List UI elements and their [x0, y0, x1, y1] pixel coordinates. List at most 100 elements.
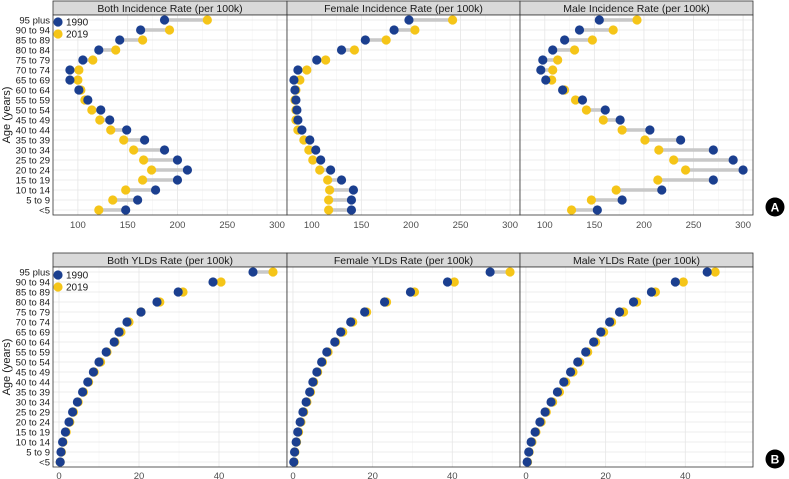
point-1990	[248, 267, 258, 277]
point-2019	[447, 15, 458, 25]
point-1990	[322, 347, 332, 357]
x-tick-label: 40	[680, 471, 691, 479]
point-2019	[164, 25, 175, 35]
x-tick-label: 150	[353, 220, 369, 231]
point-1990	[308, 377, 318, 387]
y-tick-label: 50 to 54	[16, 358, 50, 369]
point-1990	[55, 457, 65, 467]
y-tick-label: 85 to 89	[16, 288, 50, 299]
point-1990	[72, 397, 82, 407]
point-1990	[541, 75, 551, 85]
point-1990	[293, 427, 303, 437]
point-2019	[324, 195, 334, 205]
point-1990	[552, 387, 563, 397]
point-1990	[159, 15, 170, 25]
point-1990	[291, 95, 301, 105]
y-tick-label: <5	[39, 206, 50, 217]
point-1990	[105, 115, 115, 125]
point-1990	[708, 175, 718, 185]
y-axis-title: Age (years)	[1, 87, 13, 144]
x-tick-label: 200	[636, 220, 652, 231]
point-1990	[56, 447, 66, 457]
point-2019	[302, 65, 312, 75]
point-2019	[325, 185, 335, 195]
legend-label: 1990	[66, 18, 89, 29]
point-1990	[60, 427, 70, 437]
x-tick-label: 250	[219, 220, 235, 231]
point-1990	[121, 205, 131, 215]
y-tick-label: 80 to 84	[16, 298, 50, 309]
point-2019	[74, 65, 84, 75]
point-1990	[88, 367, 98, 377]
point-1990	[538, 55, 548, 65]
point-1990	[298, 407, 308, 417]
y-axis-title: Age (years)	[1, 339, 13, 396]
point-1990	[305, 387, 315, 397]
point-1990	[83, 95, 93, 105]
point-1990	[558, 85, 568, 95]
point-1990	[293, 115, 303, 125]
y-tick-label: 55 to 59	[16, 348, 50, 359]
point-1990	[581, 347, 591, 357]
x-tick-label: 200	[170, 220, 186, 231]
point-1990	[560, 35, 570, 45]
point-2019	[315, 165, 325, 175]
point-1990	[295, 417, 305, 427]
x-tick-label: 300	[269, 220, 285, 231]
y-tick-label: 90 to 94	[16, 26, 50, 37]
y-tick-label: 95 plus	[19, 268, 50, 279]
legend-label: 2019	[66, 30, 89, 41]
point-1990	[94, 45, 104, 55]
x-tick-label: 40	[447, 471, 458, 479]
y-tick-label: 40 to 44	[16, 378, 50, 389]
point-1990	[159, 145, 170, 155]
point-2019	[581, 105, 592, 115]
point-1990	[293, 65, 303, 75]
point-1990	[289, 447, 300, 457]
point-1990	[336, 327, 346, 337]
x-tick-label: 0	[290, 471, 295, 479]
point-1990	[122, 317, 132, 327]
point-2019	[617, 125, 627, 135]
point-1990	[546, 397, 556, 407]
facet-panel: Both Incidence Rate (per 100k) 100 150 200 2…	[1, 0, 288, 231]
point-1990	[297, 125, 307, 135]
point-1990	[140, 135, 150, 145]
point-1990	[524, 447, 534, 457]
facet-title: Both Incidence Rate (per 100k)	[97, 3, 242, 15]
point-1990	[94, 357, 104, 367]
point-1990	[565, 367, 576, 377]
point-2019	[119, 135, 129, 145]
point-2019	[669, 155, 679, 165]
point-1990	[152, 297, 162, 307]
point-1990	[326, 165, 336, 175]
y-tick-label: 25 to 29	[16, 156, 50, 167]
point-1990	[594, 15, 604, 25]
panel-tag: B	[765, 449, 785, 469]
panel-tag-badge	[765, 449, 785, 469]
point-1990	[346, 205, 357, 215]
y-tick-label: <5	[39, 458, 50, 469]
x-tick-label: 250	[453, 220, 469, 231]
facet-title: Female Incidence Rate (per 100k)	[324, 3, 483, 15]
point-1990	[101, 347, 111, 357]
point-2019	[106, 125, 116, 135]
point-2019	[632, 15, 642, 25]
x-tick-label: 300	[735, 220, 751, 231]
point-2019	[129, 145, 139, 155]
legend-key-1990	[53, 270, 63, 280]
point-1990	[702, 267, 712, 277]
y-tick-label: 20 to 24	[16, 166, 50, 177]
point-1990	[172, 155, 183, 165]
point-2019	[570, 95, 581, 105]
y-tick-label: 30 to 34	[16, 146, 50, 157]
point-2019	[449, 277, 459, 287]
point-1990	[559, 377, 569, 387]
point-2019	[108, 195, 118, 205]
point-2019	[94, 205, 104, 215]
point-1990	[540, 407, 550, 417]
facet-title: Both YLDs Rate (per 100k)	[107, 255, 233, 267]
x-tick-label: 100	[537, 220, 553, 231]
x-tick-label: 150	[586, 220, 602, 231]
